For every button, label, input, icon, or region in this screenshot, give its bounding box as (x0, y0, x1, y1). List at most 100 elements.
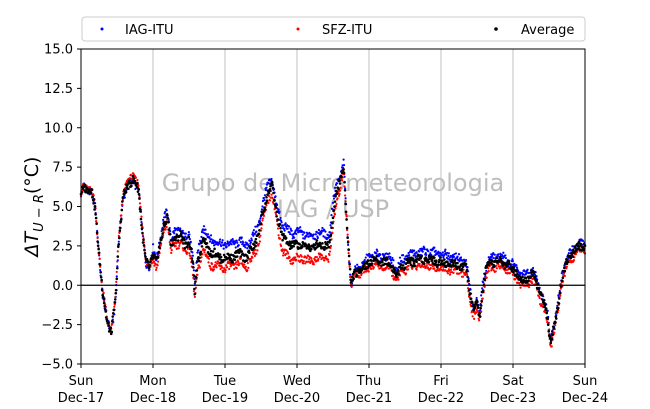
data-point (330, 213, 333, 217)
data-point (303, 231, 306, 234)
data-point (538, 295, 541, 298)
x-tick-label-day: Sat (502, 374, 523, 389)
data-point (289, 232, 292, 236)
data-point (480, 299, 483, 303)
data-point (321, 242, 324, 245)
data-point (244, 246, 247, 249)
data-point (224, 241, 227, 245)
data-point (377, 263, 380, 266)
data-point (424, 252, 427, 255)
data-point (383, 254, 386, 257)
data-point (310, 247, 313, 251)
data-point (276, 227, 280, 230)
data-point (343, 175, 346, 178)
data-point (268, 188, 272, 191)
data-point (355, 274, 358, 277)
data-point (83, 184, 87, 187)
data-point (546, 323, 550, 327)
data-point (203, 248, 207, 252)
data-point (275, 214, 278, 218)
data-point (229, 240, 232, 243)
data-point (117, 240, 120, 243)
data-point (339, 186, 342, 189)
data-point (540, 293, 544, 297)
data-point (247, 266, 250, 269)
data-point (249, 257, 252, 261)
data-point (490, 256, 493, 259)
data-point (235, 255, 239, 258)
data-point (511, 273, 515, 276)
data-point (502, 251, 505, 254)
data-point (363, 258, 366, 262)
x-tick-label-date: Dec-21 (346, 391, 392, 406)
data-point (216, 260, 220, 263)
data-point (254, 248, 257, 251)
data-point (237, 244, 240, 247)
data-point (344, 197, 347, 200)
data-point (390, 261, 393, 264)
data-point (221, 239, 224, 242)
data-point (396, 269, 400, 272)
data-point (478, 315, 482, 318)
data-point (429, 252, 432, 255)
data-point (222, 269, 225, 272)
data-point (187, 231, 190, 234)
data-point (513, 262, 516, 265)
data-point (142, 238, 145, 242)
data-point (274, 195, 277, 198)
data-point (546, 309, 549, 312)
data-point (263, 198, 266, 202)
data-point (277, 208, 280, 211)
data-point (529, 275, 532, 279)
data-point (475, 301, 479, 304)
data-point (534, 273, 537, 277)
data-point (306, 232, 309, 236)
data-point (278, 210, 281, 213)
data-point (166, 216, 169, 220)
data-point (315, 230, 318, 234)
data-points (79, 158, 587, 348)
data-point (234, 246, 237, 249)
data-point (438, 259, 442, 262)
data-point (480, 294, 483, 297)
data-point (100, 278, 103, 282)
data-point (85, 187, 89, 190)
data-point (402, 260, 406, 263)
data-point (337, 187, 340, 191)
data-point (143, 252, 147, 255)
legend-label-sfz-itu: SFZ-ITU (322, 23, 372, 38)
data-point (257, 232, 261, 236)
data-point (403, 266, 407, 270)
data-point (300, 245, 304, 249)
data-point (487, 270, 490, 273)
data-point (492, 265, 496, 268)
data-point (110, 319, 114, 323)
data-point (189, 254, 192, 258)
data-point (165, 213, 169, 217)
data-point (270, 177, 273, 181)
data-point (136, 178, 139, 182)
data-point (560, 285, 563, 288)
data-point (289, 227, 292, 230)
data-point (197, 249, 200, 252)
data-point (329, 224, 332, 227)
data-point (465, 273, 469, 276)
data-point (408, 261, 412, 264)
data-point (352, 277, 355, 281)
data-point (159, 238, 163, 242)
data-point (196, 251, 199, 254)
data-point (221, 241, 224, 244)
data-point (559, 287, 562, 290)
data-point (132, 177, 136, 180)
data-point (563, 274, 566, 278)
data-point (441, 251, 444, 254)
legend-marker-sfz-itu (296, 27, 300, 31)
y-tick-label: 2.5 (52, 239, 73, 254)
data-point (347, 254, 351, 258)
data-point (193, 282, 196, 285)
data-point (314, 243, 317, 247)
data-point (160, 235, 164, 239)
data-point (315, 239, 319, 242)
data-point (479, 304, 483, 307)
data-point (251, 231, 254, 234)
